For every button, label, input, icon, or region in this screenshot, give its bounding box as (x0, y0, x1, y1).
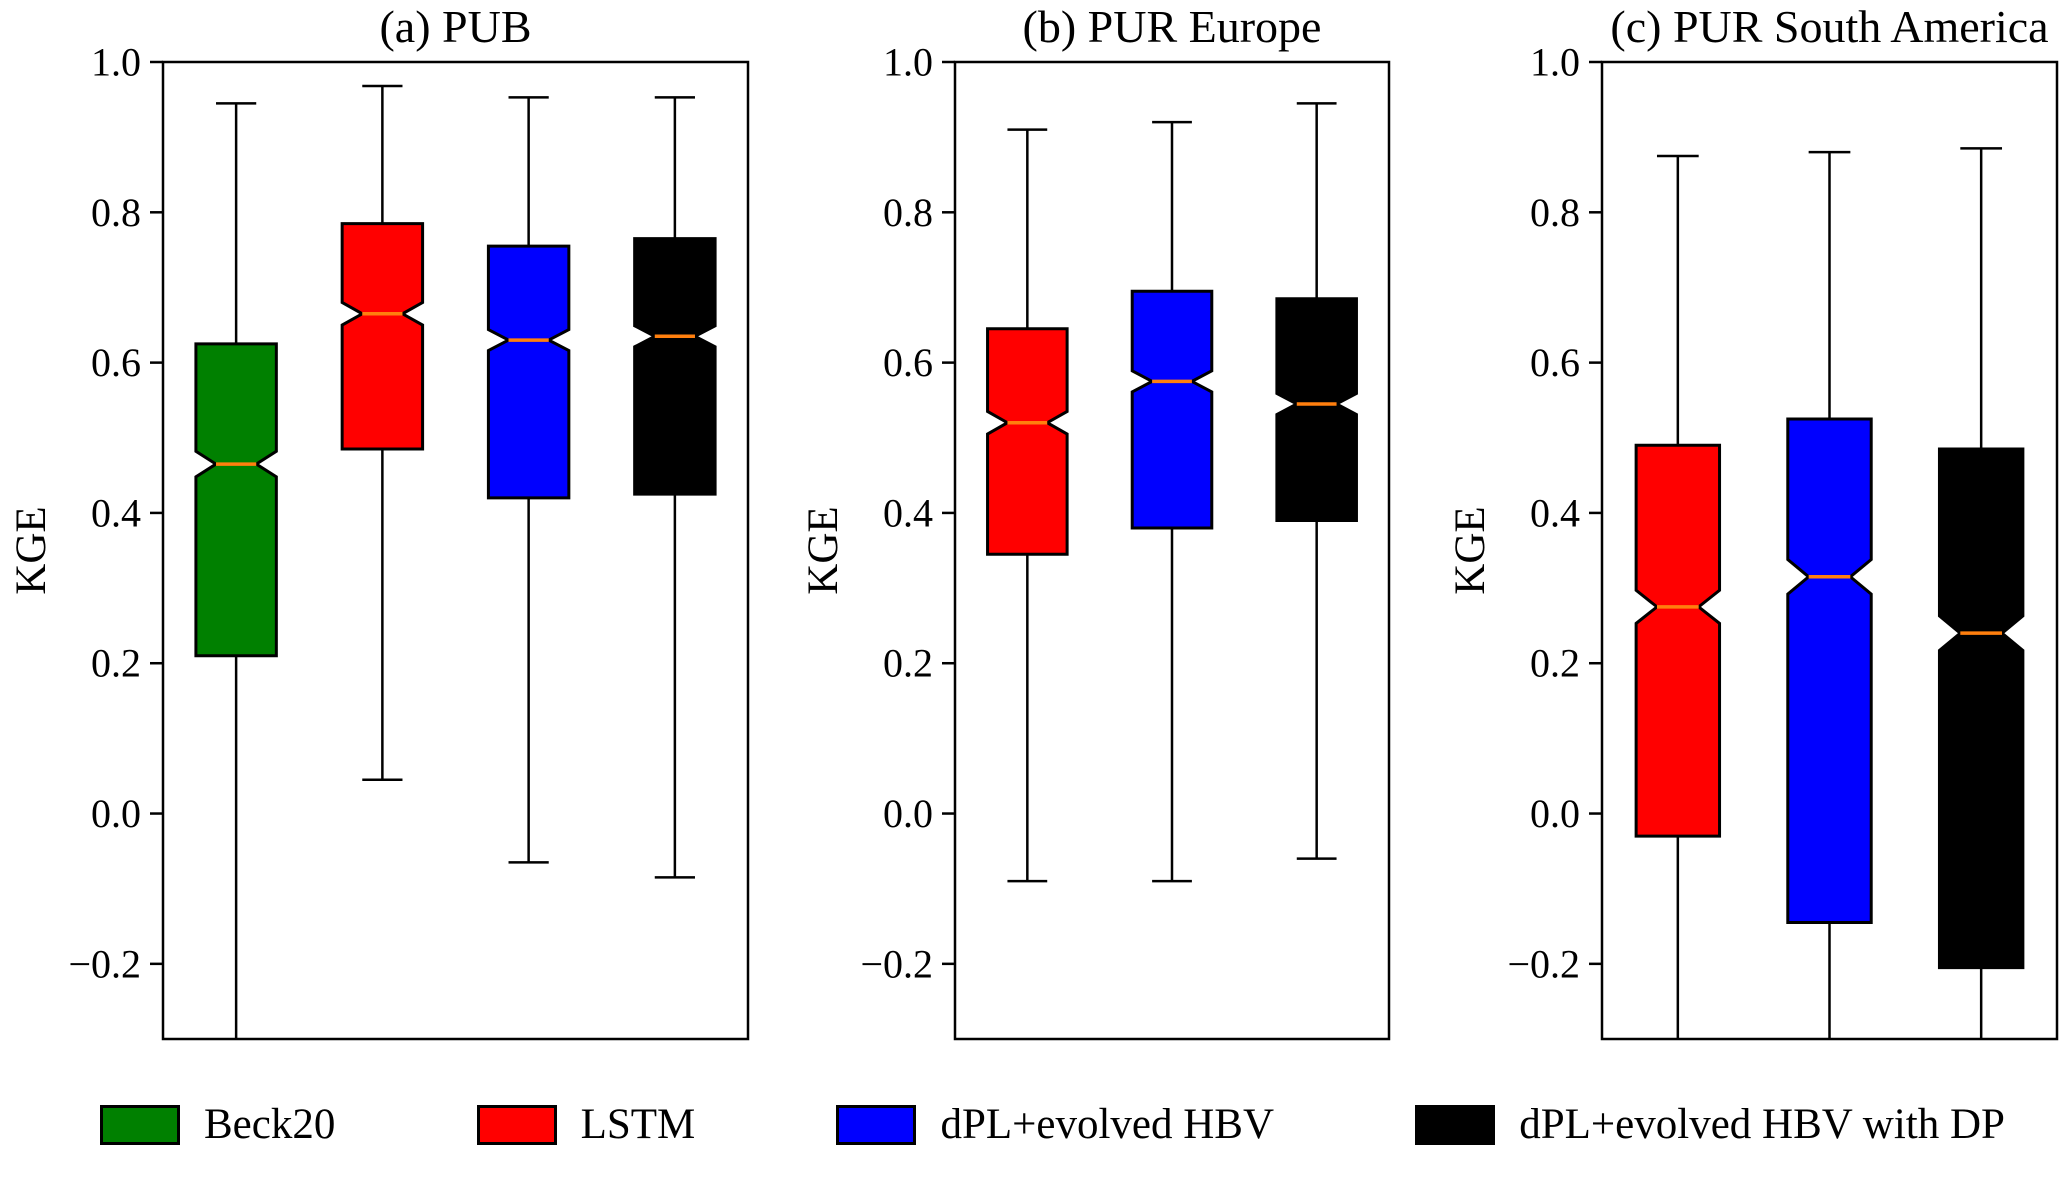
panel-c-pur-south-america: (c) PUR South America KGE 1.0 0.8 0.6 0.4 0.2 0… (1447, 1, 2059, 1041)
y-tick-label: 0.0 (91, 791, 141, 836)
y-tick-label: 0.2 (1530, 641, 1580, 686)
y-tick-label: 0.2 (91, 641, 141, 686)
box-body (633, 237, 717, 496)
y-tick-label: 0.4 (91, 490, 141, 535)
box-body (1130, 289, 1214, 530)
legend-swatch-dpl-evolved-hbv-with-dp (1415, 1104, 1496, 1145)
box-beck20 (194, 102, 278, 1039)
box-body (1634, 443, 1722, 838)
legend-swatch-dpl-evolved-hbv (836, 1104, 917, 1145)
box-dpl-evolved-hbv (486, 96, 571, 864)
y-tick-label: 1.0 (883, 40, 933, 85)
box-lstm (340, 84, 425, 781)
y-tick-label: 1.0 (1530, 40, 1580, 85)
legend-label: dPL+evolved HBV (940, 1101, 1275, 1148)
y-tick-label: 0.2 (883, 641, 933, 686)
panel-title: (a) PUB (379, 1, 531, 52)
box-body (1786, 417, 1873, 925)
box-dpl-evolved-hbv-with-dp (1275, 102, 1358, 860)
box-dpl-evolved-hbv (1786, 150, 1873, 1039)
legend-item-beck20: Beck20 (100, 1103, 335, 1146)
panel-b-pur-europe: (b) PUR Europe KGE 1.0 0.8 0.6 0.4 0.2 0.0 −0.2 (800, 1, 1391, 1041)
axes-frame (1600, 60, 2059, 1041)
y-tick-label: 0.0 (1530, 791, 1580, 836)
box-dpl-evolved-hbv-with-dp (1937, 147, 2025, 1039)
panel-title: (c) PUR South America (1610, 1, 2048, 52)
box-body (1275, 297, 1358, 522)
y-tick-label: −0.2 (1507, 941, 1580, 986)
axes-frame (953, 60, 1391, 1041)
y-tick-label: 0.4 (883, 490, 933, 535)
legend-item-dpl-evolved-hbv: dPL+evolved HBV (836, 1103, 1274, 1146)
y-tick-label: 0.8 (883, 190, 933, 235)
box-body (194, 342, 278, 658)
legend-swatch-beck20 (100, 1104, 180, 1145)
box-lstm (1634, 154, 1722, 1039)
legend-label: LSTM (580, 1101, 696, 1148)
y-tick-label: 0.6 (883, 340, 933, 385)
y-tick-label: 0.8 (1530, 190, 1580, 235)
legend-label: Beck20 (204, 1101, 336, 1148)
y-tick-label: 1.0 (91, 40, 141, 85)
y-axis-label: KGE (1447, 506, 1494, 594)
box-body (986, 327, 1069, 556)
legend-item-lstm: LSTM (476, 1101, 696, 1148)
box-body (486, 244, 571, 500)
y-tick-label: 0.4 (1530, 490, 1580, 535)
legend-item-dpl-evolved-hbv-with-dp: dPL+evolved HBV with DP (1415, 1103, 2005, 1146)
y-tick-label: 0.8 (91, 190, 141, 235)
y-tick-label: 0.6 (91, 340, 141, 385)
legend-swatch-lstm (476, 1104, 557, 1145)
panel-title: (b) PUR Europe (1023, 1, 1322, 52)
y-tick-label: −0.2 (860, 941, 933, 986)
y-tick-label: −0.2 (68, 941, 141, 986)
legend: Beck20 LSTM dPL+evolved HBV dPL+evolved HBV… (100, 1103, 2005, 1146)
axes-frame (161, 60, 750, 1041)
box-lstm (986, 128, 1069, 883)
legend-label: dPL+evolved HBV with DP (1519, 1101, 2005, 1148)
box-body (340, 222, 425, 451)
panel-a-pub: (a) PUB KGE 1.0 0.8 0.6 0.4 0.2 0.0 −0.2 (8, 1, 750, 1041)
y-tick-label: 0.6 (1530, 340, 1580, 385)
y-axis-label: KGE (800, 506, 847, 594)
box-dpl-evolved-hbv-with-dp (633, 96, 717, 879)
y-tick-label: 0.0 (883, 791, 933, 836)
box-body (1937, 447, 2025, 970)
box-dpl-evolved-hbv (1130, 120, 1214, 883)
y-axis-label: KGE (8, 506, 55, 594)
